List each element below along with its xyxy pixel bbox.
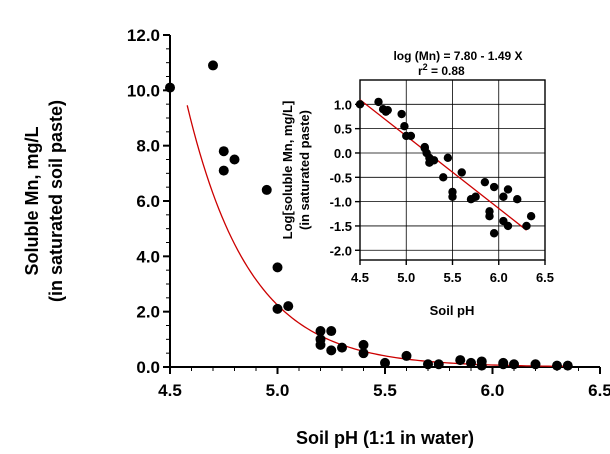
main-x-ticks: 4.5 5.0 5.5 6.0 6.5 — [158, 367, 610, 400]
inset-data-point — [374, 97, 383, 107]
main-data-point — [552, 360, 562, 371]
inset-fit-line — [359, 99, 527, 231]
main-y-tick-label: 4.0 — [136, 247, 160, 266]
inset-data-point — [489, 182, 499, 192]
inset-data-point — [355, 100, 365, 109]
inset-y-tick-label: 0.5 — [334, 122, 352, 137]
main-y-tick-label: 0.0 — [136, 358, 160, 377]
main-data-point — [208, 60, 218, 71]
main-data-point — [476, 360, 487, 371]
main-data-point — [433, 359, 444, 370]
main-data-points — [165, 60, 573, 371]
main-chart: 0.02.04.06.08.010.012.0 4.5 5.0 5.5 6.0 6.5 … — [22, 26, 610, 448]
inset-data-point — [503, 185, 513, 194]
main-y-tick-label: 2.0 — [136, 303, 160, 322]
main-x-tick-label: 5.5 — [373, 381, 397, 400]
inset-data-point — [383, 105, 392, 115]
main-data-point — [466, 357, 476, 368]
main-data-point — [455, 355, 466, 366]
inset-x-tick-label: 5.5 — [443, 270, 461, 285]
main-data-point — [326, 345, 337, 356]
inset-x-tick-label: 5.0 — [397, 270, 415, 285]
inset-equation: log (Mn) = 7.80 - 1.49 X — [393, 49, 522, 63]
main-y-axis-title-line1: Soluble Mn, mg/L — [22, 127, 42, 276]
main-data-point — [380, 357, 390, 368]
main-data-point — [218, 165, 229, 176]
inset-data-point — [526, 212, 536, 221]
inset-y-tick-label: -2.0 — [330, 243, 352, 258]
main-data-point — [218, 146, 229, 157]
inset-chart: 1.0 0.5 0.0 -0.5 -1.0 -1.5 -2.0 4.5 5.0 5.5 6.0 6.… — [280, 49, 554, 318]
main-x-tick-label: 4.5 — [158, 381, 182, 400]
main-data-point — [358, 348, 369, 359]
main-y-ticks: 0.0 2.0 4.0 6.0 8.0 10.0 12.0 — [127, 26, 170, 377]
main-y-axis-title-line2: (in saturated soil paste) — [46, 100, 66, 302]
inset-x-tick-label: 4.5 — [351, 270, 369, 285]
inset-y-axis-title-line1: Log[soluble Mn, mg/L] — [280, 101, 295, 240]
main-x-tick-label: 6.5 — [588, 381, 610, 400]
inset-data-point — [480, 177, 490, 187]
main-data-point — [562, 360, 573, 371]
inset-data-point — [406, 131, 416, 141]
inset-data-point — [499, 192, 508, 201]
inset-y-axis-title-line2: (in saturated paste) — [297, 110, 312, 230]
main-data-point — [229, 154, 240, 165]
inset-data-point — [457, 168, 466, 177]
inset-x-tick-label: 6.5 — [536, 270, 554, 285]
inset-data-point — [448, 192, 457, 201]
inset-data-point — [400, 122, 409, 131]
main-data-point — [272, 262, 283, 273]
main-data-point — [423, 359, 433, 370]
inset-data-point — [489, 229, 499, 238]
inset-y-tick-label: -1.0 — [330, 195, 352, 210]
inset-r-squared: r2 = 0.88 — [418, 62, 465, 78]
inset-data-point — [397, 109, 406, 119]
inset-x-ticks: 4.5 5.0 5.5 6.0 6.5 — [351, 260, 554, 285]
main-data-point — [165, 82, 175, 93]
main-data-point — [358, 339, 369, 350]
main-y-tick-label: 6.0 — [136, 192, 160, 211]
main-data-point — [261, 184, 272, 195]
inset-x-axis-title: Soil pH — [430, 303, 475, 318]
main-y-tick-label: 10.0 — [127, 81, 160, 100]
main-x-axis-title: Soil pH (1:1 in water) — [296, 428, 474, 448]
inset-data-point — [471, 192, 480, 201]
main-data-point — [315, 339, 326, 350]
main-data-point — [509, 359, 519, 370]
inset-data-point — [443, 153, 453, 163]
inset-y-tick-label: 0.0 — [334, 146, 352, 161]
main-data-point — [337, 342, 347, 353]
main-x-tick-label: 6.0 — [481, 381, 505, 400]
main-x-tick-label: 5.0 — [266, 381, 290, 400]
inset-data-point — [429, 156, 439, 165]
inset-data-point — [513, 194, 522, 204]
inset-grid — [359, 80, 546, 260]
inset-y-tick-label: -0.5 — [330, 170, 352, 185]
main-data-point — [315, 326, 326, 337]
inset-data-point — [485, 212, 494, 221]
main-data-point — [326, 326, 337, 337]
main-data-point — [283, 301, 294, 312]
main-y-tick-label: 8.0 — [136, 137, 160, 156]
main-y-tick-label: 12.0 — [127, 26, 160, 45]
main-data-point — [498, 359, 509, 370]
inset-y-tick-label: -1.5 — [330, 219, 352, 234]
main-data-point — [272, 303, 283, 314]
inset-data-point — [522, 221, 531, 231]
inset-data-points — [355, 97, 536, 238]
inset-y-tick-label: 1.0 — [334, 97, 352, 112]
main-data-point — [401, 350, 412, 361]
main-data-point — [530, 359, 541, 370]
main-minor-ticks — [166, 34, 601, 371]
inset-x-tick-label: 6.0 — [490, 270, 508, 285]
inset-y-ticks: 1.0 0.5 0.0 -0.5 -1.0 -1.5 -2.0 — [330, 97, 360, 258]
inset-data-point — [439, 173, 448, 182]
inset-data-point — [503, 221, 513, 231]
